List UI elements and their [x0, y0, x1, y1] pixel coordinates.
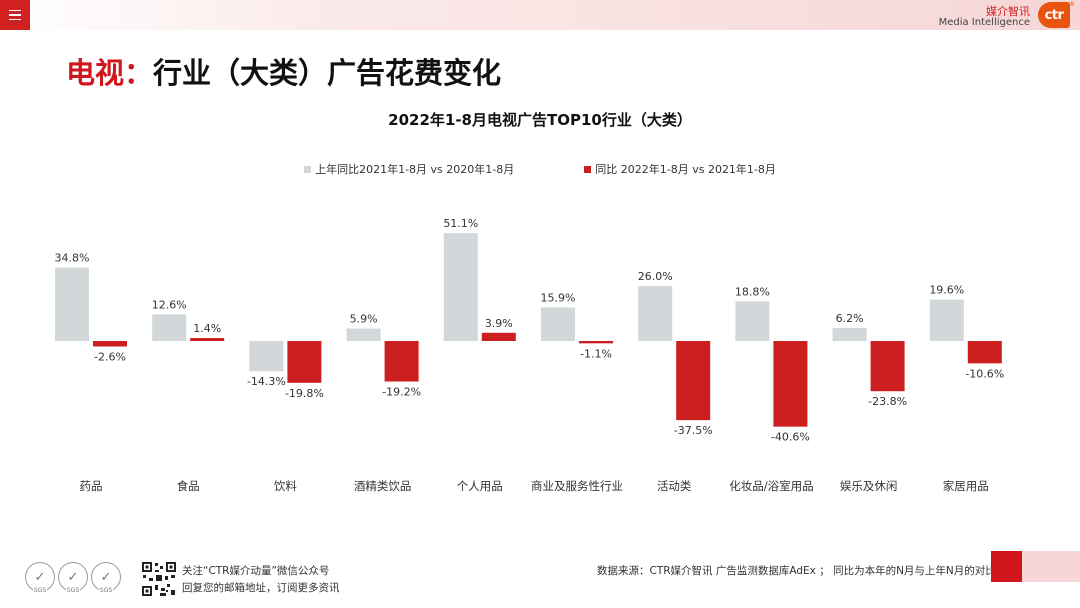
bar-series-2 — [190, 338, 225, 341]
bar-series-2 — [676, 341, 711, 421]
sgs-badge: ✓ SGS — [25, 562, 55, 594]
data-label-series-2: -19.2% — [382, 386, 421, 399]
page-title-rest: 行业（大类）广告花费变化 — [153, 56, 502, 90]
bar-series-1 — [638, 286, 673, 341]
data-label-series-2: -40.6% — [771, 431, 810, 444]
brand-en: Media Intelligence — [938, 16, 1030, 28]
data-label-series-1: 15.9% — [541, 291, 576, 304]
follow-text: 关注“CTR媒介动量”微信公众号 回复您的邮箱地址，订阅更多资讯 — [182, 563, 340, 597]
chart-title: 2022年1-8月电视广告TOP10行业（大类） — [388, 111, 692, 129]
follow-line-1: 关注“CTR媒介动量”微信公众号 — [182, 565, 330, 577]
data-source-note: 数据来源：CTR媒介智讯 广告监测数据库AdEx ； 同比为本年的N月与上年N月… — [597, 565, 996, 577]
category-label: 活动类 — [657, 479, 692, 493]
data-label-series-2: -10.6% — [965, 367, 1004, 380]
page-title-highlight: 电视： — [66, 56, 154, 90]
data-label-series-1: 18.8% — [735, 285, 770, 298]
ctr-logo: ctr — [1038, 2, 1070, 28]
bar-series-2 — [967, 341, 1002, 364]
bar-series-2 — [773, 341, 808, 427]
sgs-badge: ✓ SGS — [58, 562, 88, 594]
data-label-series-1: 5.9% — [350, 313, 378, 326]
data-label-series-1: 51.1% — [443, 217, 478, 230]
data-label-series-1: 26.0% — [638, 270, 673, 283]
legend-label-series-1: 上年同比2021年1-8月 vs 2020年1-8月 — [315, 163, 515, 176]
legend-item-series-2: 同比 2022年1-8月 vs 2021年1-8月 — [584, 161, 776, 177]
bar-series-2 — [384, 341, 419, 382]
menu-button[interactable] — [0, 0, 30, 30]
follow-line-2: 回复您的邮箱地址，订阅更多资讯 — [182, 582, 340, 594]
bar-series-1 — [832, 327, 867, 341]
qr-code-icon — [141, 561, 177, 597]
hamburger-menu-icon — [9, 9, 21, 12]
footer-pink-block — [1022, 551, 1080, 582]
bar-series-1 — [929, 299, 964, 341]
legend-item-series-1: 上年同比2021年1-8月 vs 2020年1-8月 — [304, 161, 514, 177]
data-label-series-2: -1.1% — [580, 347, 612, 360]
bar-series-2 — [481, 332, 516, 341]
bar-series-1 — [443, 233, 478, 341]
bar-series-2 — [287, 341, 322, 383]
check-icon: ✓ — [67, 569, 79, 585]
footer-red-block — [991, 551, 1022, 582]
bar-series-2 — [870, 341, 905, 392]
data-label-series-1: 12.6% — [152, 298, 187, 311]
bar-series-1 — [346, 328, 381, 341]
data-label-series-1: 19.6% — [929, 284, 964, 297]
check-icon: ✓ — [34, 569, 46, 585]
category-label: 娱乐及休闲 — [840, 479, 898, 493]
bar-series-1 — [152, 314, 187, 341]
data-label-series-2: -2.6% — [94, 350, 126, 363]
legend-swatch-series-2 — [584, 165, 592, 173]
ctr-logo-text: ctr — [1044, 7, 1064, 23]
chart-legend: 上年同比2021年1-8月 vs 2020年1-8月 同比 2022年1-8月 … — [0, 161, 1080, 177]
sgs-badge: ✓ SGS — [91, 562, 121, 594]
top-banner — [0, 0, 1080, 30]
brand-cn: 媒介智讯 — [986, 5, 1030, 18]
data-label-series-1: 6.2% — [836, 312, 864, 325]
legend-label-series-2: 同比 2022年1-8月 vs 2021年1-8月 — [595, 163, 776, 176]
data-label-series-2: 1.4% — [193, 322, 221, 335]
category-label: 饮料 — [274, 479, 297, 493]
category-label: 酒精类饮品 — [354, 479, 412, 493]
data-label-series-2: 3.9% — [485, 317, 513, 330]
bar-series-1 — [541, 307, 575, 341]
data-label-series-2: -23.8% — [868, 395, 907, 408]
category-label: 商业及服务性行业 — [531, 479, 623, 493]
bar-series-1 — [735, 301, 770, 341]
bar-series-2 — [579, 341, 613, 344]
check-icon: ✓ — [100, 569, 112, 585]
data-label-series-1: -14.3% — [247, 375, 286, 388]
legend-swatch-series-1 — [304, 165, 312, 173]
bar-series-1 — [55, 267, 89, 341]
certification-badges: ✓ SGS ✓ SGS ✓ SGS — [25, 562, 121, 594]
category-label: 家居用品 — [943, 479, 989, 493]
category-label: 食品 — [177, 479, 200, 493]
data-label-series-2: -19.8% — [285, 387, 324, 400]
category-label: 药品 — [80, 479, 103, 493]
data-label-series-2: -37.5% — [674, 424, 713, 437]
category-label: 化妆品/浴室用品 — [729, 479, 813, 493]
data-label-series-1: 34.8% — [55, 252, 90, 265]
bar-series-1 — [249, 341, 284, 372]
brand-text: 媒介智讯 Media Intelligence — [939, 6, 1030, 28]
ctr-registered-mark: ® — [1069, 1, 1075, 8]
page-title: 电视：行业（大类）广告花费变化 — [66, 50, 501, 92]
category-label: 个人用品 — [457, 479, 503, 493]
bar-series-2 — [93, 341, 127, 347]
